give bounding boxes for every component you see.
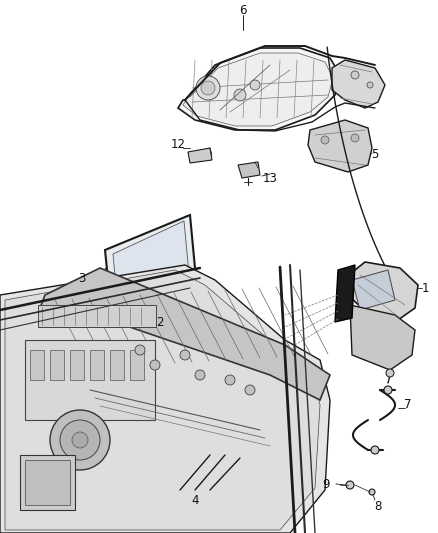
- Circle shape: [250, 80, 260, 90]
- Polygon shape: [345, 262, 418, 320]
- Text: 5: 5: [371, 149, 379, 161]
- Bar: [20, 455, 75, 510]
- Circle shape: [245, 385, 255, 395]
- Bar: [110, 350, 124, 380]
- Circle shape: [225, 375, 235, 385]
- Circle shape: [371, 446, 379, 454]
- Polygon shape: [183, 53, 333, 126]
- Circle shape: [321, 136, 329, 144]
- Circle shape: [72, 432, 88, 448]
- Circle shape: [351, 134, 359, 142]
- Circle shape: [150, 360, 160, 370]
- Circle shape: [180, 350, 190, 360]
- Circle shape: [135, 345, 145, 355]
- Bar: [130, 350, 144, 380]
- Bar: [30, 350, 44, 380]
- Polygon shape: [40, 268, 330, 400]
- Circle shape: [201, 81, 215, 95]
- Polygon shape: [332, 60, 385, 108]
- Circle shape: [195, 370, 205, 380]
- Circle shape: [196, 76, 220, 100]
- Bar: [90, 350, 104, 380]
- Polygon shape: [352, 270, 395, 310]
- Bar: [70, 350, 84, 380]
- Text: 7: 7: [404, 399, 412, 411]
- Circle shape: [367, 82, 373, 88]
- Bar: [25, 460, 70, 505]
- Text: 4: 4: [191, 494, 199, 506]
- Text: 2: 2: [156, 316, 164, 328]
- Polygon shape: [308, 120, 372, 172]
- Circle shape: [384, 386, 392, 394]
- Bar: [38, 305, 156, 327]
- Polygon shape: [335, 265, 355, 322]
- Circle shape: [386, 369, 394, 377]
- Circle shape: [369, 489, 375, 495]
- Polygon shape: [105, 215, 198, 338]
- Circle shape: [60, 420, 100, 460]
- Circle shape: [234, 89, 246, 101]
- Text: 1: 1: [421, 281, 429, 295]
- Polygon shape: [238, 162, 260, 178]
- Circle shape: [351, 71, 359, 79]
- Bar: [25, 340, 155, 420]
- Polygon shape: [5, 270, 320, 530]
- Polygon shape: [188, 148, 212, 163]
- Polygon shape: [0, 265, 330, 533]
- Text: 3: 3: [78, 271, 86, 285]
- Text: 9: 9: [322, 478, 330, 490]
- Bar: [50, 350, 64, 380]
- Text: 13: 13: [262, 172, 277, 184]
- Text: 12: 12: [170, 139, 186, 151]
- Text: 8: 8: [374, 499, 381, 513]
- Polygon shape: [113, 221, 191, 330]
- Polygon shape: [350, 305, 415, 370]
- Circle shape: [346, 481, 354, 489]
- Circle shape: [50, 410, 110, 470]
- Text: 6: 6: [239, 4, 247, 17]
- Polygon shape: [178, 48, 340, 130]
